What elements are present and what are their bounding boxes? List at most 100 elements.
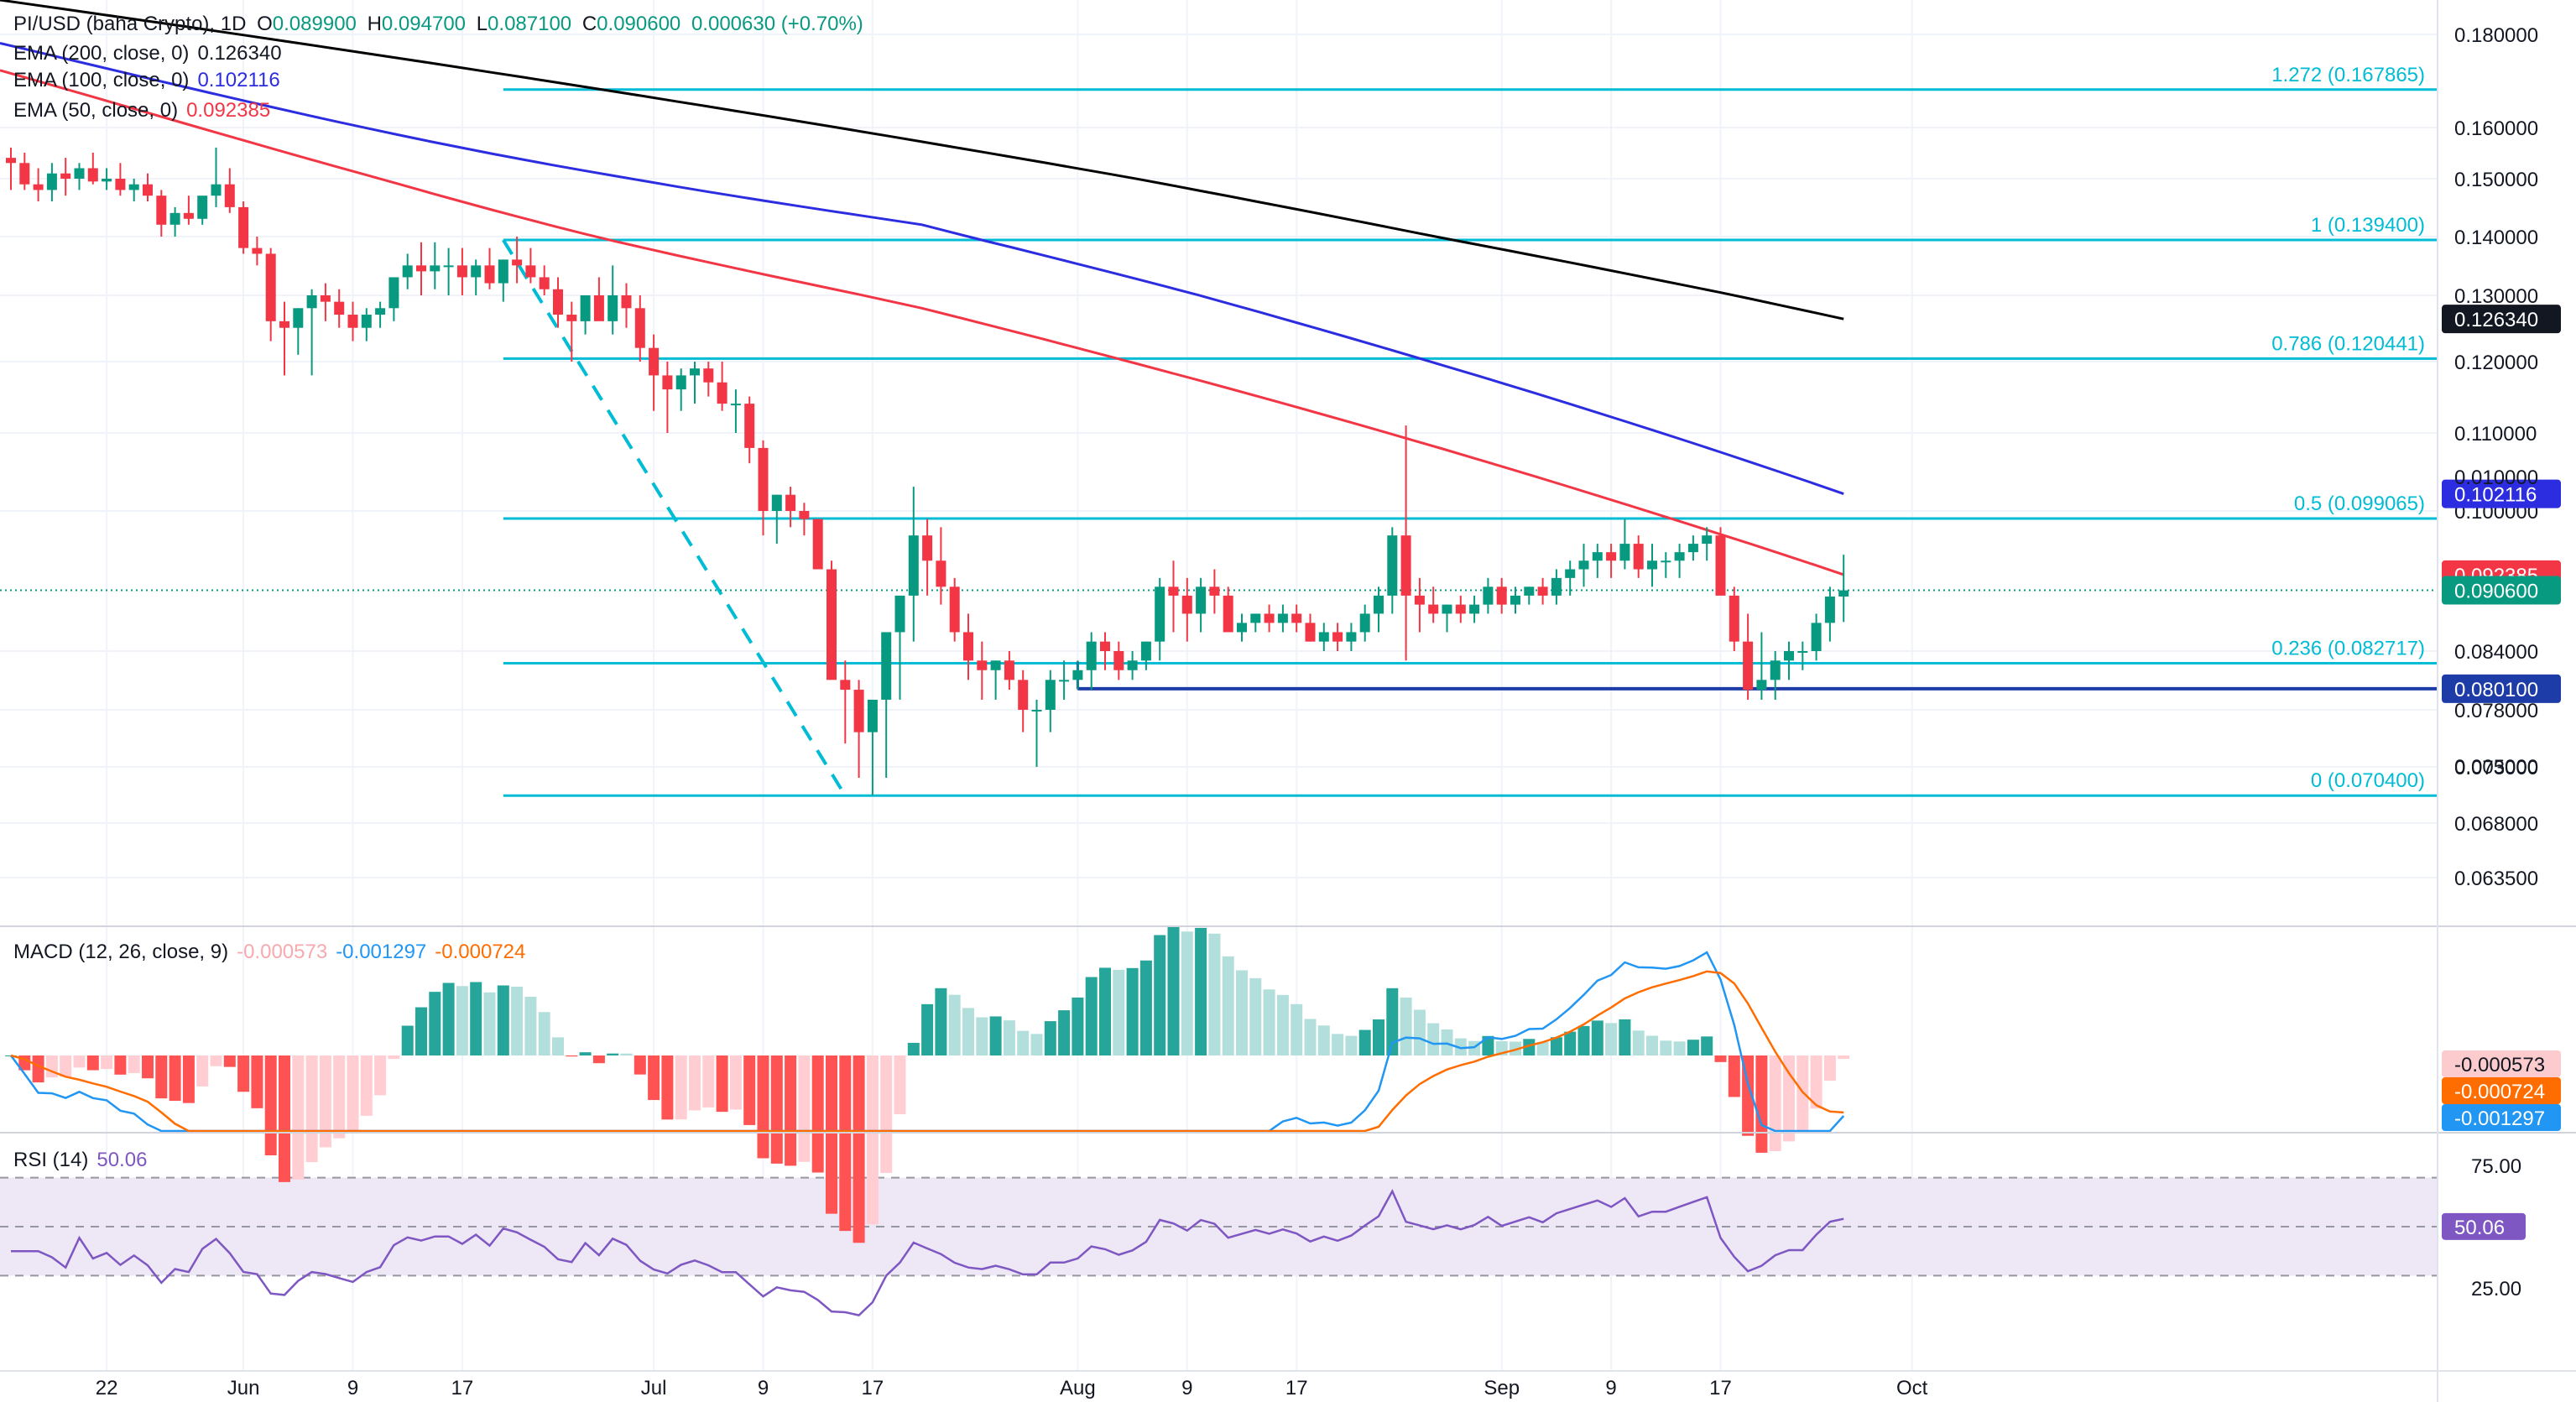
price-axis-tick: 0.068000 <box>2454 813 2538 836</box>
candle-body <box>1496 586 1507 605</box>
candle-body <box>1606 552 1617 561</box>
candle-body <box>1551 577 1562 596</box>
macd-histogram-bar <box>86 1055 99 1071</box>
macd-histogram-bar <box>1181 931 1193 1055</box>
fib-level-label: 1.272 (0.167865) <box>2271 64 2425 86</box>
close-label: C <box>581 13 597 35</box>
rsi-legend[interactable]: RSI (14) 50.06 <box>13 1148 147 1173</box>
price-axis-tick: 0.150000 <box>2454 169 2538 191</box>
candle-body <box>498 259 508 284</box>
macd-histogram-bar <box>1646 1035 1658 1055</box>
candle-body <box>1770 660 1781 680</box>
candle-body <box>1784 651 1794 661</box>
symbol-legend[interactable]: PI/USD (baha Crypto), 1D O0.089900 H0.09… <box>13 12 863 37</box>
candle-body <box>1209 586 1220 596</box>
candle <box>1140 641 1151 670</box>
macd-histogram-bar <box>1291 1003 1303 1055</box>
candle-body <box>1428 604 1439 614</box>
macd-histogram-bar <box>592 1055 605 1064</box>
price-axis[interactable]: 0.180000 0.160000 0.150000 0.140000 0.130000… <box>2442 24 2561 1300</box>
candle <box>1045 670 1056 732</box>
macd-histogram-bar <box>1222 956 1234 1055</box>
macd-histogram-bar <box>1276 994 1289 1055</box>
candle-body <box>1811 623 1822 651</box>
candle <box>1250 613 1261 633</box>
ema200-legend[interactable]: EMA (200, close, 0) 0.126340 <box>13 41 282 66</box>
macd-tag-label: -0.001297 <box>2454 1108 2545 1130</box>
time-axis[interactable]: 22 Jun 9 17 Jul 9 17 Aug 9 17 Sep 9 17 Oct <box>96 1377 1928 1399</box>
macd-histogram-bar <box>1304 1019 1317 1055</box>
macd-histogram-bar <box>770 1055 783 1164</box>
macd-histogram-bar <box>1400 997 1412 1055</box>
candle <box>306 289 317 376</box>
candle <box>1359 604 1370 642</box>
candle <box>649 334 660 411</box>
macd-histogram-bar <box>497 985 509 1055</box>
candle-body <box>799 511 810 519</box>
candle-body <box>1004 660 1014 680</box>
open-value: 0.089900 <box>272 13 357 35</box>
candle <box>1469 595 1480 623</box>
candle-body <box>430 265 441 272</box>
candle-body <box>867 699 878 732</box>
candle-body <box>1510 595 1520 605</box>
macd-histogram-bar <box>1673 1041 1686 1055</box>
fib-retracement[interactable]: 1.272 (0.167865) 1 (0.139400) 0.786 (0.120… <box>0 64 2438 797</box>
candle <box>1715 527 1726 596</box>
candle <box>60 158 71 196</box>
ema100-legend[interactable]: EMA (100, close, 0) 0.102116 <box>13 68 280 93</box>
price-tag-bg <box>2442 305 2561 334</box>
candle <box>1237 613 1247 642</box>
candle <box>1277 604 1288 633</box>
ema50-legend[interactable]: EMA (50, close, 0) 0.092385 <box>13 98 270 123</box>
candle-body <box>1264 613 1275 623</box>
macd-histogram-bar <box>223 1055 236 1067</box>
candle-body <box>1455 604 1466 614</box>
time-axis-tick: 17 <box>451 1377 474 1399</box>
fib-trend-line <box>502 239 847 797</box>
candle <box>183 195 194 225</box>
macd-histogram-bar <box>853 1055 865 1243</box>
macd-histogram-bar <box>1838 1055 1850 1060</box>
candle-body <box>812 519 823 570</box>
candle-body <box>662 375 673 390</box>
macd-histogram-bar <box>360 1055 373 1116</box>
macd-histogram-bar <box>1564 1031 1577 1055</box>
candle-body <box>1018 680 1029 710</box>
time-axis-tick: 9 <box>347 1377 358 1399</box>
candle-body <box>347 315 358 328</box>
candle-body <box>1442 604 1452 614</box>
macd-histogram-bar <box>319 1055 331 1148</box>
candle-body <box>1387 535 1398 596</box>
candle <box>799 503 810 536</box>
macd-histogram-bar <box>45 1055 58 1078</box>
macd-histogram-bar <box>1701 1036 1713 1055</box>
macd-histogram-bar <box>1058 1010 1071 1055</box>
candle <box>443 248 454 295</box>
macd-histogram-bar <box>880 1055 893 1174</box>
candle-body <box>744 404 755 448</box>
candle <box>1318 623 1329 651</box>
time-axis-tick: Sep <box>1484 1377 1520 1399</box>
macd-histogram-bar <box>989 1016 1002 1055</box>
macd-histogram-bar <box>607 1053 619 1055</box>
macd-histogram-bar <box>729 1055 742 1110</box>
macd-histogram-bar <box>456 986 468 1055</box>
macd-legend[interactable]: MACD (12, 26, close, 9) -0.000573 -0.00129… <box>13 940 525 965</box>
candle-body <box>1305 623 1316 642</box>
candle-body <box>949 586 960 633</box>
candle <box>252 237 263 266</box>
candle-body <box>1838 590 1849 597</box>
time-axis-tick: 9 <box>1181 1377 1192 1399</box>
candle <box>1100 632 1110 670</box>
high-value: 0.094700 <box>381 13 467 35</box>
candle <box>1209 569 1220 614</box>
candle-body <box>169 212 180 225</box>
candle-body <box>1537 586 1548 596</box>
price-axis-tick: 0.110000 <box>2454 423 2537 446</box>
macd-histogram-bar <box>114 1055 127 1075</box>
macd-histogram-bar <box>1536 1041 1549 1055</box>
candle-body <box>649 347 660 376</box>
